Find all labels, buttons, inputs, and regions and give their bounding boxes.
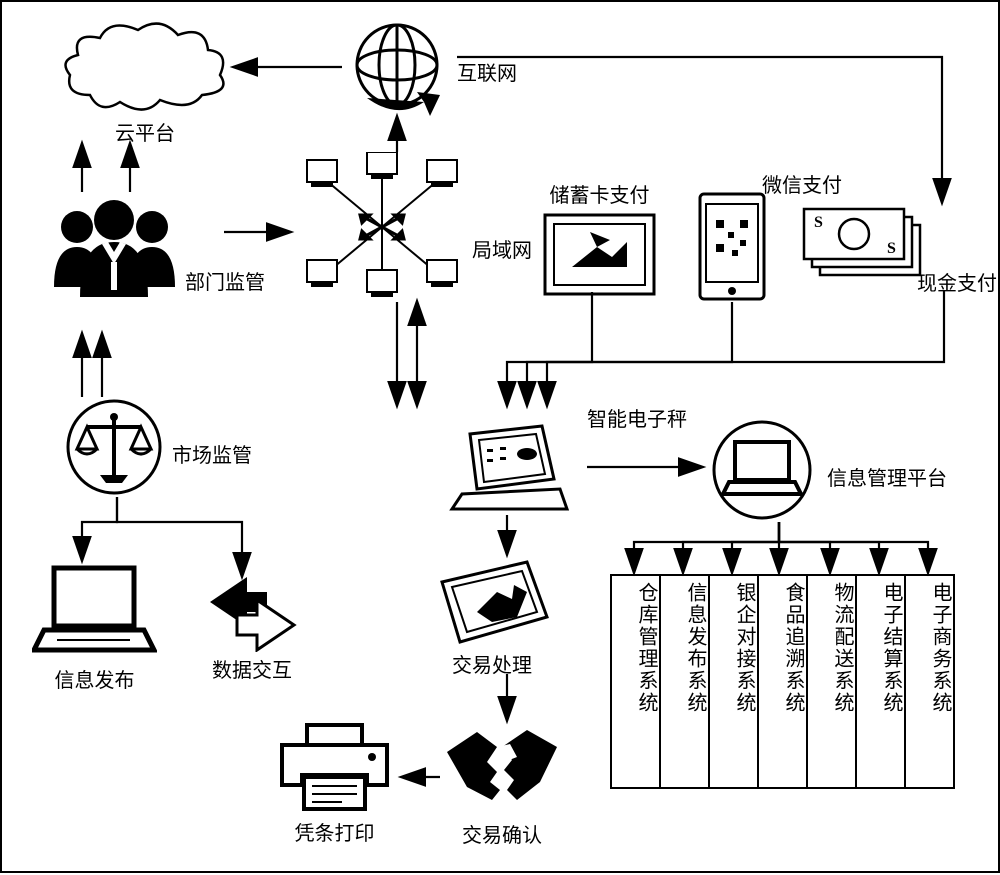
- system-cell: 信息发布系统: [660, 575, 709, 788]
- systems-table: 仓库管理系统信息发布系统银企对接系统食品追溯系统物流配送系统电子结算系统电子商务…: [610, 574, 955, 789]
- dept-label: 部门监管: [185, 266, 265, 295]
- print-label: 凭条打印: [272, 817, 397, 846]
- scale-icon: [442, 414, 582, 514]
- card-node: 储蓄卡支付: [542, 177, 657, 297]
- handshake-icon: [442, 722, 562, 817]
- exchange-node: 数据交互: [192, 577, 312, 683]
- market-label: 市场监管: [172, 439, 252, 468]
- cash-icon: S S: [802, 205, 927, 285]
- publish-label: 信息发布: [32, 664, 157, 693]
- internet-node: 互联网: [342, 20, 452, 120]
- cloud-label: 云平台: [60, 117, 230, 146]
- laptop-icon: [32, 562, 157, 662]
- market-node: 市场监管: [62, 397, 167, 497]
- dept-node: 部门监管: [42, 192, 187, 302]
- tx-label: 交易处理: [432, 649, 552, 678]
- system-cell: 物流配送系统: [807, 575, 856, 788]
- system-cell: 仓库管理系统: [611, 575, 660, 788]
- wechat-label: 微信支付: [762, 169, 842, 198]
- print-node: 凭条打印: [272, 720, 397, 846]
- exchange-label: 数据交互: [192, 654, 312, 683]
- card-icon: [542, 212, 657, 297]
- diagram-canvas: 云平台 互联网 部门监管: [0, 0, 1000, 873]
- lan-icon: [292, 152, 472, 297]
- internet-label: 互联网: [457, 57, 517, 86]
- confirm-label: 交易确认: [442, 819, 562, 848]
- system-cell: 电子结算系统: [856, 575, 905, 788]
- scale-node: 智能电子秤: [442, 414, 582, 514]
- tablet-icon: [432, 557, 552, 647]
- system-cell: 电子商务系统: [905, 575, 954, 788]
- platform-node: 信息管理平台: [707, 420, 817, 520]
- publish-node: 信息发布: [32, 562, 157, 693]
- lan-label: 局域网: [472, 234, 532, 263]
- system-cell: 食品追溯系统: [758, 575, 807, 788]
- lan-node: 局域网: [292, 152, 472, 297]
- scale-label: 智能电子秤: [587, 403, 687, 432]
- confirm-node: 交易确认: [442, 722, 562, 848]
- phone-icon: [692, 192, 772, 322]
- cash-label: 现金支付: [917, 267, 997, 296]
- printer-icon: [272, 720, 397, 815]
- wechat-node: 微信支付: [692, 167, 772, 322]
- people-icon: [42, 192, 187, 302]
- cloud-icon: [60, 20, 230, 115]
- system-cell: 银企对接系统: [709, 575, 758, 788]
- platform-label: 信息管理平台: [827, 462, 947, 491]
- scale-justice-icon: [62, 397, 167, 497]
- exchange-icon: [192, 577, 312, 652]
- globe-icon: [342, 20, 452, 120]
- cash-node: S S 现金支付: [802, 205, 927, 285]
- card-label: 储蓄卡支付: [542, 179, 657, 208]
- svg-text:S: S: [887, 240, 896, 257]
- laptop-circle-icon: [707, 420, 817, 520]
- cloud-node: 云平台: [60, 20, 230, 146]
- tx-node: 交易处理: [432, 557, 552, 678]
- svg-text:S: S: [814, 214, 823, 231]
